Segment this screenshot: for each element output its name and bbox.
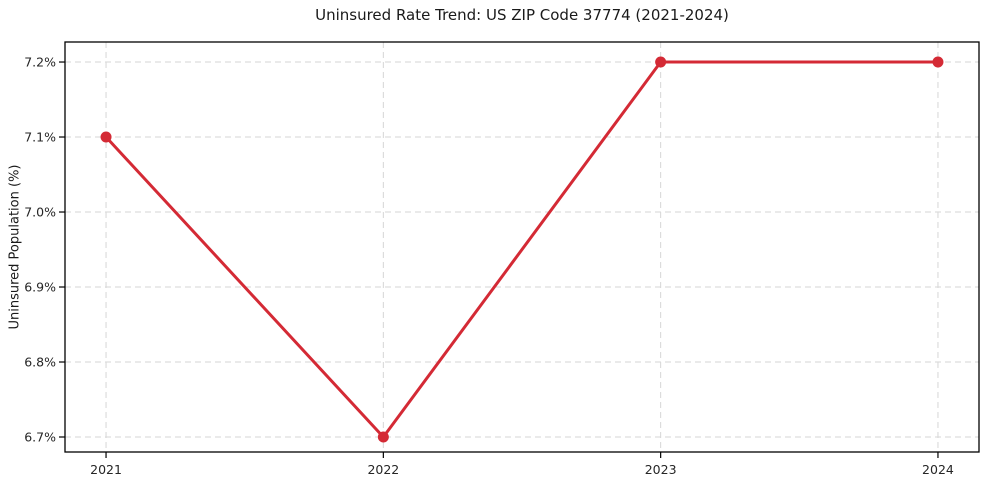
trend-line: [104, 60, 940, 439]
x-tick-label: 2022: [367, 462, 399, 477]
data-point-marker: [377, 431, 389, 443]
y-tick-label: 6.7%: [24, 430, 56, 445]
data-point-marker: [932, 56, 944, 68]
y-tick-label: 7.2%: [24, 55, 56, 70]
y-tick-label: 6.9%: [24, 280, 56, 295]
data-point-marker: [100, 131, 112, 143]
y-tick-label: 6.8%: [24, 355, 56, 370]
plot-border: [64, 41, 980, 453]
x-tick-label: 2023: [645, 462, 677, 477]
y-tick-label: 7.0%: [24, 205, 56, 220]
y-tick-label: 7.1%: [24, 130, 56, 145]
data-point-marker: [655, 56, 667, 68]
chart-title: Uninsured Rate Trend: US ZIP Code 37774 …: [315, 6, 729, 24]
x-tick-label: 2024: [922, 462, 954, 477]
x-tick-label: 2021: [90, 462, 122, 477]
